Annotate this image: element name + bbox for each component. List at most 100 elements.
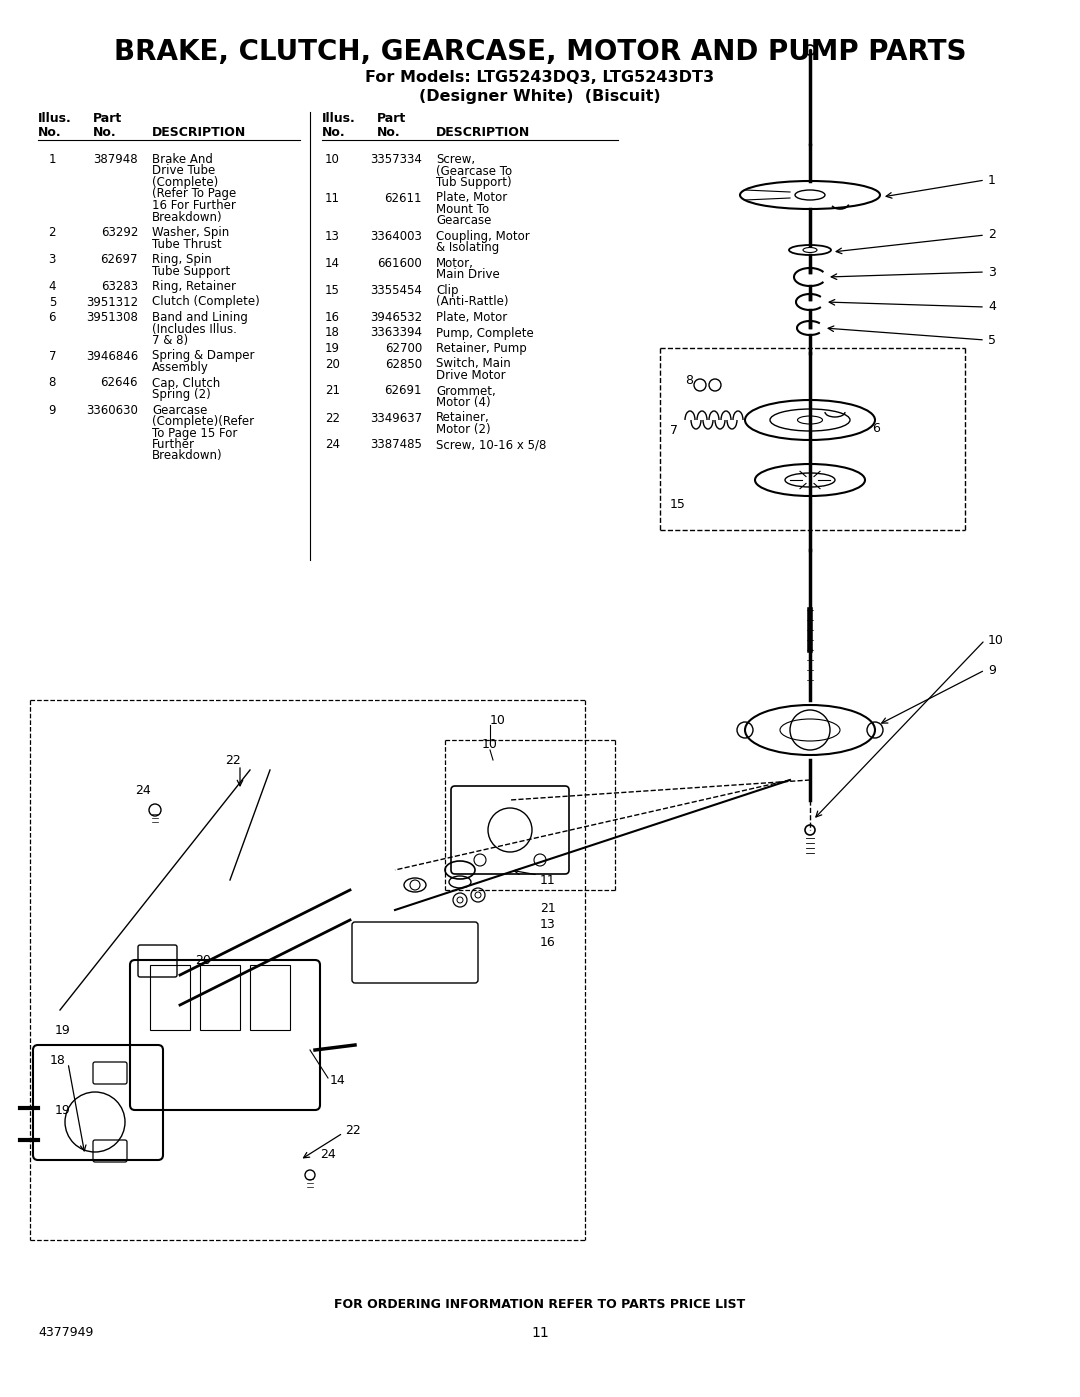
Text: 3951308: 3951308 <box>86 312 138 324</box>
Bar <box>200 965 240 1030</box>
Text: 6: 6 <box>49 312 56 324</box>
Text: 3951312: 3951312 <box>86 296 138 309</box>
Text: 10: 10 <box>325 154 340 166</box>
Text: Drive Motor: Drive Motor <box>436 369 505 381</box>
Text: 6: 6 <box>872 422 880 434</box>
Text: No.: No. <box>322 126 346 138</box>
Text: (Gearcase To: (Gearcase To <box>436 165 512 177</box>
Text: 24: 24 <box>320 1148 336 1161</box>
Text: Motor (2): Motor (2) <box>436 423 490 436</box>
Text: 3387485: 3387485 <box>370 439 422 451</box>
Text: Washer, Spin: Washer, Spin <box>152 226 229 239</box>
Text: 3946846: 3946846 <box>85 349 138 362</box>
Text: 5: 5 <box>988 334 996 346</box>
Text: 22: 22 <box>345 1123 361 1137</box>
Text: (Designer White)  (Biscuit): (Designer White) (Biscuit) <box>419 89 661 105</box>
Text: 20: 20 <box>325 358 340 370</box>
Text: 3: 3 <box>988 265 996 278</box>
Text: Motor,: Motor, <box>436 257 474 270</box>
Text: 661600: 661600 <box>377 257 422 270</box>
Text: 14: 14 <box>325 257 340 270</box>
Text: Spring & Damper: Spring & Damper <box>152 349 255 362</box>
Text: Band and Lining: Band and Lining <box>152 312 248 324</box>
Text: 1: 1 <box>49 154 56 166</box>
Text: Mount To: Mount To <box>436 203 489 217</box>
Text: 63283: 63283 <box>100 279 138 293</box>
Text: 9: 9 <box>49 404 56 416</box>
Text: 62611: 62611 <box>384 191 422 204</box>
Text: No.: No. <box>377 126 401 138</box>
Text: Assembly: Assembly <box>152 360 208 374</box>
Text: Coupling, Motor: Coupling, Motor <box>436 231 530 243</box>
Text: 62850: 62850 <box>384 358 422 370</box>
Text: 24: 24 <box>325 439 340 451</box>
Text: 62646: 62646 <box>100 377 138 390</box>
Text: Motor (4): Motor (4) <box>436 395 490 409</box>
Text: 11: 11 <box>531 1326 549 1340</box>
Text: 15: 15 <box>670 499 686 511</box>
Text: 3363394: 3363394 <box>370 327 422 339</box>
Text: 10: 10 <box>482 739 498 752</box>
Text: Gearcase: Gearcase <box>436 215 491 228</box>
Text: & Isolating: & Isolating <box>436 242 499 254</box>
Text: 4377949: 4377949 <box>38 1327 93 1340</box>
Text: Screw, 10-16 x 5/8: Screw, 10-16 x 5/8 <box>436 439 546 451</box>
Text: To Page 15 For: To Page 15 For <box>152 426 238 440</box>
Text: 16: 16 <box>325 312 340 324</box>
Text: BRAKE, CLUTCH, GEARCASE, MOTOR AND PUMP PARTS: BRAKE, CLUTCH, GEARCASE, MOTOR AND PUMP … <box>113 38 967 66</box>
Text: 15: 15 <box>325 284 340 298</box>
Text: Illus.: Illus. <box>322 112 355 124</box>
Text: (Includes Illus.: (Includes Illus. <box>152 323 237 335</box>
Text: 387948: 387948 <box>93 154 138 166</box>
Text: Part: Part <box>377 112 406 124</box>
Text: Retainer,: Retainer, <box>436 412 489 425</box>
Text: 21: 21 <box>325 384 340 398</box>
Text: 19: 19 <box>325 342 340 355</box>
Text: Grommet,: Grommet, <box>436 384 496 398</box>
Text: No.: No. <box>93 126 117 138</box>
Text: 13: 13 <box>325 231 340 243</box>
Text: Plate, Motor: Plate, Motor <box>436 312 508 324</box>
Text: Gearcase: Gearcase <box>152 404 207 416</box>
Text: (Anti-Rattle): (Anti-Rattle) <box>436 296 509 309</box>
Text: Brake And: Brake And <box>152 154 213 166</box>
Text: Breakdown): Breakdown) <box>152 211 222 224</box>
Text: 3355454: 3355454 <box>370 284 422 298</box>
Text: Spring (2): Spring (2) <box>152 388 211 401</box>
Text: 10: 10 <box>490 714 505 726</box>
Text: DESCRIPTION: DESCRIPTION <box>436 126 530 138</box>
Text: 16 For Further: 16 For Further <box>152 198 235 212</box>
Text: 7: 7 <box>49 349 56 362</box>
Text: Screw,: Screw, <box>436 154 475 166</box>
Text: 11: 11 <box>325 191 340 204</box>
Text: (Refer To Page: (Refer To Page <box>152 187 237 201</box>
Text: 2: 2 <box>988 229 996 242</box>
Text: Cap, Clutch: Cap, Clutch <box>152 377 220 390</box>
Bar <box>249 965 291 1030</box>
Text: (Complete)(Refer: (Complete)(Refer <box>152 415 254 427</box>
Text: Ring, Retainer: Ring, Retainer <box>152 279 237 293</box>
Text: Clutch (Complete): Clutch (Complete) <box>152 296 260 309</box>
Text: 62691: 62691 <box>384 384 422 398</box>
Text: Illus.: Illus. <box>38 112 71 124</box>
Text: Retainer, Pump: Retainer, Pump <box>436 342 527 355</box>
Text: Main Drive: Main Drive <box>436 268 500 282</box>
Text: Ring, Spin: Ring, Spin <box>152 253 212 265</box>
Text: Drive Tube: Drive Tube <box>152 165 215 177</box>
Text: 21: 21 <box>540 901 556 915</box>
Text: (Complete): (Complete) <box>152 176 218 189</box>
Text: 5: 5 <box>49 296 56 309</box>
Text: For Models: LTG5243DQ3, LTG5243DT3: For Models: LTG5243DQ3, LTG5243DT3 <box>365 70 715 85</box>
Text: 3: 3 <box>49 253 56 265</box>
Text: 7 & 8): 7 & 8) <box>152 334 188 346</box>
Bar <box>150 965 190 1030</box>
Text: 2: 2 <box>49 226 56 239</box>
Text: 3349637: 3349637 <box>369 412 422 425</box>
Text: 22: 22 <box>325 412 340 425</box>
Text: 4: 4 <box>49 279 56 293</box>
Text: No.: No. <box>38 126 62 138</box>
Text: 20: 20 <box>195 954 211 967</box>
Text: 63292: 63292 <box>100 226 138 239</box>
Text: 10: 10 <box>988 633 1004 647</box>
Text: 7: 7 <box>670 423 678 436</box>
